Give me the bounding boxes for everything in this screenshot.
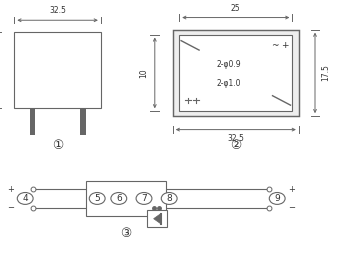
Text: 8: 8	[166, 194, 172, 203]
Circle shape	[111, 193, 127, 204]
Circle shape	[269, 193, 285, 204]
Text: ①: ①	[52, 139, 63, 152]
Bar	[147, 210, 166, 227]
Bar	[14, 32, 101, 108]
Text: 7: 7	[141, 194, 147, 203]
Circle shape	[161, 193, 177, 204]
Text: 10: 10	[139, 68, 148, 78]
Polygon shape	[154, 214, 161, 224]
Text: 2-φ1.0: 2-φ1.0	[217, 79, 242, 88]
Text: ②: ②	[230, 139, 242, 152]
Text: ~: ~	[271, 41, 278, 50]
Text: 17.5: 17.5	[321, 65, 330, 81]
Text: 5: 5	[94, 194, 100, 203]
Text: −: −	[288, 203, 295, 212]
Text: 4: 4	[22, 194, 28, 203]
Text: 6: 6	[116, 194, 122, 203]
Text: 25: 25	[231, 4, 240, 13]
Text: +: +	[8, 184, 14, 194]
Bar	[86, 181, 166, 216]
Circle shape	[89, 193, 105, 204]
Text: ③: ③	[120, 227, 132, 240]
Bar	[173, 30, 299, 116]
Text: 32.5: 32.5	[228, 134, 244, 143]
Text: 9: 9	[274, 194, 280, 203]
Bar	[179, 35, 292, 111]
Text: 2-φ0.9: 2-φ0.9	[217, 60, 242, 69]
Text: +: +	[282, 41, 289, 50]
Text: +: +	[288, 184, 295, 194]
Circle shape	[17, 193, 33, 204]
Circle shape	[136, 193, 152, 204]
Bar	[30, 108, 35, 135]
Text: −: −	[8, 203, 14, 212]
Bar	[80, 108, 86, 135]
Text: 32.5: 32.5	[49, 6, 66, 15]
